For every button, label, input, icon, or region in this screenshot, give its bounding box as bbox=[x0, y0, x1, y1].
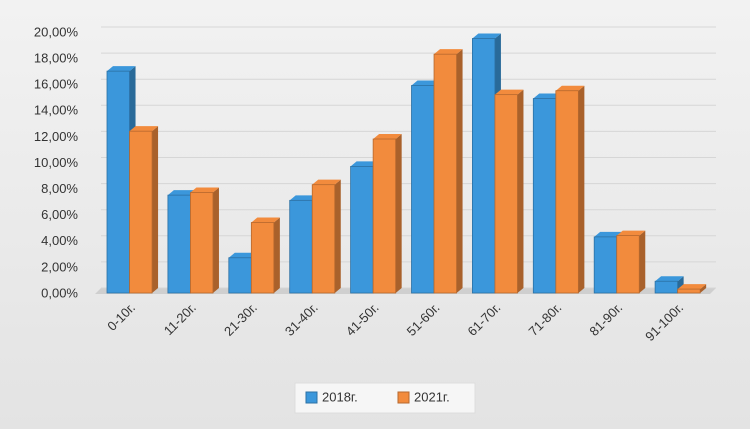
bar-top bbox=[190, 187, 219, 193]
y-tick-label: 16,00% bbox=[34, 77, 79, 92]
bar-front bbox=[555, 90, 579, 294]
y-tick-label: 8,00% bbox=[41, 181, 78, 196]
bar-side bbox=[334, 179, 341, 293]
y-tick-label: 4,00% bbox=[41, 233, 78, 248]
legend-label: 2021г. bbox=[414, 389, 450, 404]
y-tick-label: 18,00% bbox=[34, 51, 79, 66]
bar-side bbox=[273, 217, 280, 293]
y-tick-label: 0,00% bbox=[41, 285, 78, 300]
bar-front bbox=[289, 199, 313, 294]
bar bbox=[494, 89, 524, 294]
bar-front bbox=[433, 53, 457, 294]
bar bbox=[250, 217, 280, 294]
bar-front bbox=[411, 85, 435, 294]
bar-front bbox=[228, 257, 252, 294]
bar-top bbox=[373, 134, 402, 140]
bar-side bbox=[578, 85, 585, 293]
bar bbox=[616, 230, 646, 294]
legend-swatch bbox=[397, 391, 410, 404]
legend-swatch bbox=[305, 391, 318, 404]
legend-box bbox=[294, 382, 476, 414]
bar-side bbox=[152, 126, 159, 294]
y-tick-label: 14,00% bbox=[34, 103, 79, 118]
bar-front bbox=[129, 130, 153, 294]
bar bbox=[129, 126, 159, 294]
y-tick-label: 20,00% bbox=[34, 24, 79, 39]
bar-top bbox=[677, 284, 707, 290]
bar-front bbox=[106, 70, 130, 294]
y-tick-label: 10,00% bbox=[34, 155, 79, 170]
bar-side bbox=[700, 284, 707, 293]
bar-top bbox=[434, 49, 463, 55]
bar bbox=[311, 179, 341, 294]
bar-top bbox=[411, 80, 441, 86]
bar-top bbox=[167, 190, 197, 196]
bar-top bbox=[129, 126, 159, 132]
bar-front bbox=[616, 235, 640, 294]
bar bbox=[433, 49, 463, 294]
bar-top bbox=[555, 85, 585, 91]
bar bbox=[555, 85, 585, 294]
bar-top bbox=[655, 276, 684, 282]
bar-top bbox=[312, 179, 341, 185]
bar-front bbox=[350, 166, 374, 294]
bar-top bbox=[228, 252, 258, 258]
bar-top bbox=[472, 33, 501, 39]
bar-front bbox=[250, 222, 275, 294]
bar-front bbox=[372, 138, 397, 294]
bar bbox=[372, 134, 402, 294]
bar-front bbox=[167, 194, 191, 294]
bar-side bbox=[517, 89, 524, 293]
bar bbox=[677, 284, 707, 294]
bar-top bbox=[533, 93, 562, 99]
bar-front bbox=[471, 38, 496, 294]
y-tick-label: 6,00% bbox=[41, 207, 78, 222]
y-tick-label: 2,00% bbox=[41, 259, 78, 274]
bar-top bbox=[251, 217, 280, 223]
bar-top bbox=[350, 161, 380, 167]
legend-label: 2018г. bbox=[322, 389, 358, 404]
bar-front bbox=[593, 236, 618, 294]
bar bbox=[190, 187, 219, 294]
bar-top bbox=[289, 195, 319, 201]
bar-top bbox=[594, 231, 623, 237]
y-tick-label: 12,00% bbox=[34, 129, 79, 144]
bar-front bbox=[654, 280, 679, 294]
bar-side bbox=[212, 187, 219, 293]
bar-top bbox=[107, 66, 136, 72]
bar-front bbox=[190, 192, 214, 294]
bar-front bbox=[311, 184, 336, 294]
bar-side bbox=[395, 134, 402, 293]
bar-top bbox=[494, 89, 524, 95]
bar-front bbox=[494, 94, 518, 294]
bar-front bbox=[532, 98, 557, 294]
bar-top bbox=[616, 230, 646, 236]
bar-front bbox=[677, 288, 701, 294]
bar-side bbox=[639, 230, 646, 293]
bar-side bbox=[456, 49, 463, 294]
